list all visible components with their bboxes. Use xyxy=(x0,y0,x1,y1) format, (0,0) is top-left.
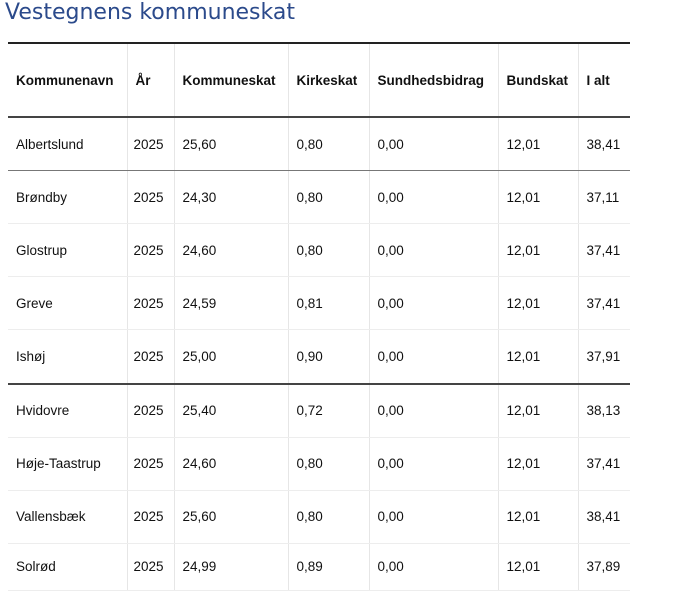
cell-kirkeskat: 0,80 xyxy=(288,490,370,544)
cell-i-alt: 37,41 xyxy=(578,276,630,331)
cell-aar: 2025 xyxy=(127,490,175,544)
cell-kirkeskat: 0,90 xyxy=(288,329,370,385)
cell-aar: 2025 xyxy=(127,329,175,385)
cell-i-alt: 37,11 xyxy=(578,170,630,225)
cell-sundhedsbidrag: 0,00 xyxy=(369,383,499,438)
cell-kommuneskat: 24,60 xyxy=(174,437,289,491)
table-row: Brøndby 2025 24,30 0,80 0,00 12,01 37,11 xyxy=(8,170,630,225)
cell-bundskat: 12,01 xyxy=(498,170,579,225)
cell-kommunenavn: Albertslund xyxy=(8,116,128,172)
cell-bundskat: 12,01 xyxy=(498,543,579,591)
cell-kommunenavn: Solrød xyxy=(8,543,128,591)
cell-kommuneskat: 24,30 xyxy=(174,170,289,225)
cell-bundskat: 12,01 xyxy=(498,116,579,172)
page-title: Vestegnens kommuneskat xyxy=(5,0,295,25)
cell-bundskat: 12,01 xyxy=(498,383,579,438)
cell-sundhedsbidrag: 0,00 xyxy=(369,490,499,544)
cell-bundskat: 12,01 xyxy=(498,490,579,544)
cell-kirkeskat: 0,80 xyxy=(288,116,370,172)
cell-kommuneskat: 25,00 xyxy=(174,329,289,385)
cell-kommuneskat: 25,40 xyxy=(174,383,289,438)
cell-sundhedsbidrag: 0,00 xyxy=(369,276,499,331)
cell-bundskat: 12,01 xyxy=(498,223,579,278)
cell-kommuneskat: 24,60 xyxy=(174,223,289,278)
municipal-tax-table: Kommunenavn År Kommuneskat Kirkeskat Sun… xyxy=(8,42,630,591)
header-sundhedsbidrag: Sundhedsbidrag xyxy=(369,42,499,118)
cell-kommunenavn: Glostrup xyxy=(8,223,128,278)
cell-aar: 2025 xyxy=(127,276,175,331)
header-bundskat: Bundskat xyxy=(498,42,579,118)
header-kommunenavn: Kommunenavn xyxy=(8,42,128,118)
cell-kommunenavn: Hvidovre xyxy=(8,383,128,438)
cell-aar: 2025 xyxy=(127,116,175,172)
cell-kommuneskat: 24,99 xyxy=(174,543,289,591)
cell-kirkeskat: 0,80 xyxy=(288,223,370,278)
cell-kommuneskat: 25,60 xyxy=(174,490,289,544)
cell-kirkeskat: 0,72 xyxy=(288,383,370,438)
cell-bundskat: 12,01 xyxy=(498,276,579,331)
cell-i-alt: 37,91 xyxy=(578,329,630,385)
table-row: Solrød 2025 24,99 0,89 0,00 12,01 37,89 xyxy=(8,543,630,591)
cell-kommunenavn: Greve xyxy=(8,276,128,331)
cell-kommunenavn: Vallensbæk xyxy=(8,490,128,544)
cell-kommuneskat: 24,59 xyxy=(174,276,289,331)
cell-sundhedsbidrag: 0,00 xyxy=(369,116,499,172)
cell-bundskat: 12,01 xyxy=(498,329,579,385)
cell-aar: 2025 xyxy=(127,170,175,225)
cell-sundhedsbidrag: 0,00 xyxy=(369,223,499,278)
cell-kirkeskat: 0,80 xyxy=(288,170,370,225)
table-row: Ishøj 2025 25,00 0,90 0,00 12,01 37,91 xyxy=(8,329,630,385)
cell-kommunenavn: Høje-Taastrup xyxy=(8,437,128,491)
table-row: Greve 2025 24,59 0,81 0,00 12,01 37,41 xyxy=(8,276,630,331)
cell-kommunenavn: Brøndby xyxy=(8,170,128,225)
cell-aar: 2025 xyxy=(127,437,175,491)
cell-i-alt: 37,41 xyxy=(578,437,630,491)
cell-i-alt: 38,13 xyxy=(578,383,630,438)
cell-sundhedsbidrag: 0,00 xyxy=(369,170,499,225)
cell-i-alt: 37,41 xyxy=(578,223,630,278)
table-header-row: Kommunenavn År Kommuneskat Kirkeskat Sun… xyxy=(8,42,630,118)
table-row: Høje-Taastrup 2025 24,60 0,80 0,00 12,01… xyxy=(8,437,630,491)
cell-kirkeskat: 0,89 xyxy=(288,543,370,591)
table-row: Albertslund 2025 25,60 0,80 0,00 12,01 3… xyxy=(8,116,630,172)
cell-kommunenavn: Ishøj xyxy=(8,329,128,385)
cell-sundhedsbidrag: 0,00 xyxy=(369,543,499,591)
cell-kirkeskat: 0,80 xyxy=(288,437,370,491)
table-row: Glostrup 2025 24,60 0,80 0,00 12,01 37,4… xyxy=(8,223,630,278)
cell-sundhedsbidrag: 0,00 xyxy=(369,437,499,491)
cell-i-alt: 38,41 xyxy=(578,116,630,172)
cell-sundhedsbidrag: 0,00 xyxy=(369,329,499,385)
header-kommuneskat: Kommuneskat xyxy=(174,42,289,118)
cell-bundskat: 12,01 xyxy=(498,437,579,491)
cell-aar: 2025 xyxy=(127,223,175,278)
table-row: Hvidovre 2025 25,40 0,72 0,00 12,01 38,1… xyxy=(8,383,630,438)
cell-kirkeskat: 0,81 xyxy=(288,276,370,331)
cell-aar: 2025 xyxy=(127,383,175,438)
cell-i-alt: 37,89 xyxy=(578,543,630,591)
cell-i-alt: 38,41 xyxy=(578,490,630,544)
header-aar: År xyxy=(127,42,175,118)
cell-kommuneskat: 25,60 xyxy=(174,116,289,172)
header-kirkeskat: Kirkeskat xyxy=(288,42,370,118)
table-row: Vallensbæk 2025 25,60 0,80 0,00 12,01 38… xyxy=(8,490,630,544)
cell-aar: 2025 xyxy=(127,543,175,591)
header-i-alt: I alt xyxy=(578,42,630,118)
